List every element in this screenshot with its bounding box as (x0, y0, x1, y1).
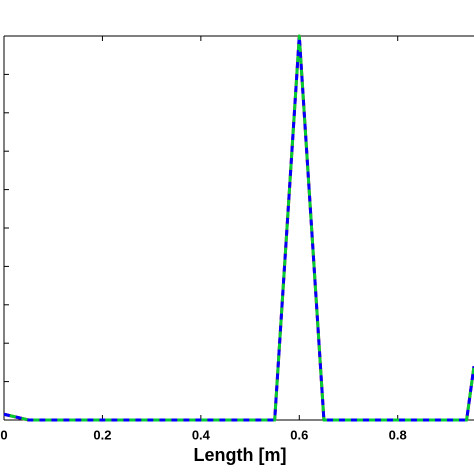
x-tick-label: 0.4 (192, 427, 211, 442)
data-line (3, 34, 474, 422)
x-tick-label: 0 (0, 427, 7, 442)
x-axis-label: Length [m] (194, 445, 287, 465)
data-line (3, 34, 474, 422)
x-tick-label: 0.6 (290, 427, 308, 442)
x-tick-label: 0.8 (389, 427, 407, 442)
data-line (3, 34, 474, 422)
x-tick-label: 0.2 (93, 427, 111, 442)
